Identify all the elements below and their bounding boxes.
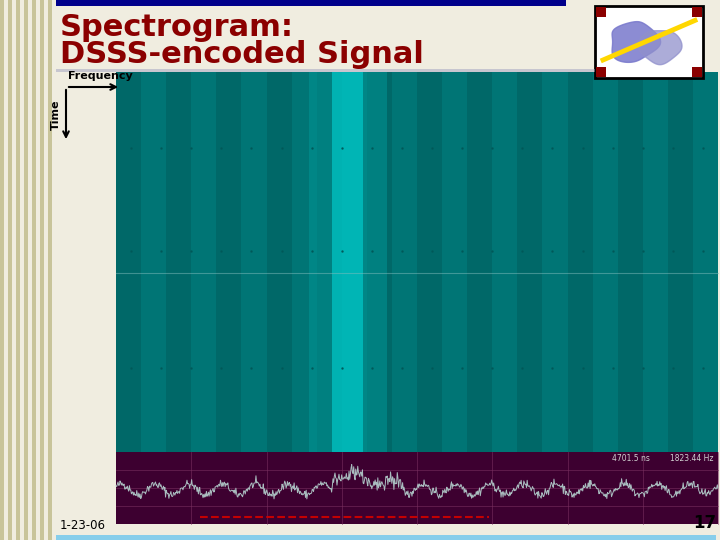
Bar [692,67,702,77]
Bar [166,72,192,452]
Bar [40,0,44,540]
Text: Frequency: Frequency [68,71,132,81]
Bar [56,0,566,6]
Bar [56,535,716,540]
Text: Time: Time [51,100,61,130]
Bar [32,0,36,540]
Bar [48,0,52,540]
Bar [317,72,342,452]
Bar [4,0,8,540]
Bar [492,72,518,452]
Bar [116,72,718,452]
Bar [141,72,166,452]
Bar [36,0,40,540]
Bar [16,0,20,540]
Bar [24,0,28,540]
Polygon shape [638,31,682,65]
Text: 1-23-06: 1-23-06 [60,519,106,532]
Bar [618,72,643,452]
Bar [567,72,593,452]
Bar [216,72,241,452]
Bar [332,72,364,452]
Bar [52,0,56,540]
Bar [442,72,467,452]
Bar [668,72,693,452]
Bar [56,69,595,72]
Bar [44,0,48,540]
Bar [693,72,718,452]
Bar [192,72,216,452]
Bar [542,72,567,452]
Text: 4701.5 ns: 4701.5 ns [612,454,650,463]
Bar [266,72,292,452]
Bar [595,6,703,78]
Text: DSSS-encoded Signal: DSSS-encoded Signal [60,40,424,69]
Text: Spectrogram:: Spectrogram: [60,13,294,42]
Polygon shape [612,22,661,62]
Bar [364,72,387,452]
Bar [593,72,618,452]
Bar [241,72,266,452]
Text: 17: 17 [693,514,716,532]
Bar [366,72,392,452]
Bar [309,72,332,452]
Text: 1823.44 Hz: 1823.44 Hz [670,454,714,463]
Bar [12,0,16,540]
Bar [392,72,417,452]
Bar [0,0,4,540]
Bar [596,67,606,77]
Bar [692,7,702,17]
Bar [518,72,542,452]
Bar [20,0,24,540]
Bar [8,0,12,540]
Bar [342,72,366,452]
Bar [116,452,718,524]
Bar [292,72,317,452]
Bar [28,0,32,540]
Bar [467,72,492,452]
Bar [643,72,668,452]
Bar [116,72,141,452]
Bar [596,7,606,17]
Bar [417,72,442,452]
